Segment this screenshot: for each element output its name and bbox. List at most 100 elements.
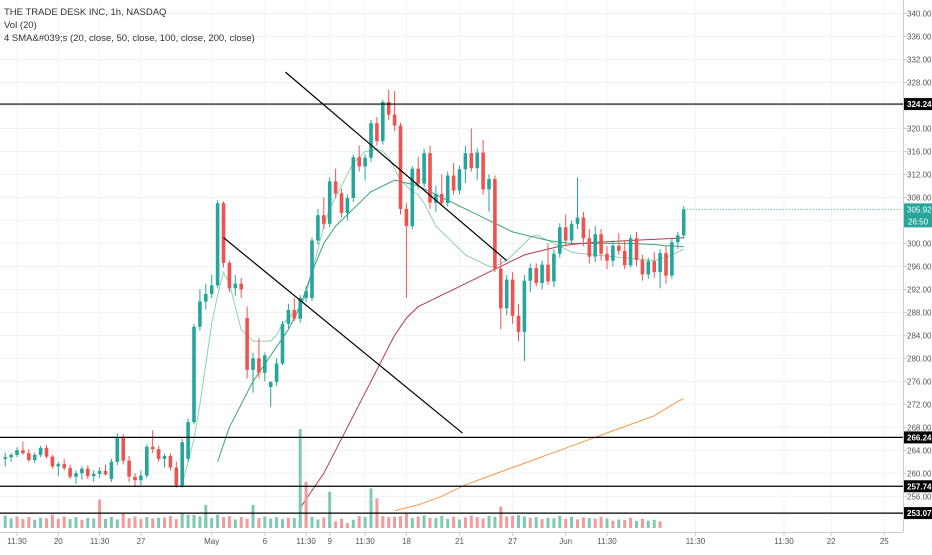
candle-52 (310, 237, 314, 301)
volume-bar-75 (446, 518, 450, 528)
candle-body-103 (611, 245, 615, 261)
candle-body-43 (257, 358, 261, 373)
candle-97 (575, 177, 580, 230)
candle-54 (322, 197, 326, 230)
trendline-0[interactable] (285, 71, 508, 262)
candle-103 (611, 240, 615, 267)
volume-bar-7 (45, 518, 48, 528)
volume-bar-71 (422, 515, 426, 528)
candle-body-9 (56, 464, 61, 467)
candle-body-16 (97, 470, 102, 474)
price-tick-label-0: 340.00 (907, 10, 932, 19)
volume-bar-76 (452, 516, 456, 528)
volume-bar-99 (587, 518, 591, 528)
price-tick-label-20: 260.00 (907, 469, 932, 478)
candle-body-104 (617, 245, 621, 251)
volume-spike-5 (328, 491, 332, 528)
candle-10 (62, 458, 66, 471)
candle-26 (156, 445, 161, 462)
candle-105 (622, 240, 627, 270)
candle-body-86 (510, 279, 515, 316)
candle-59 (351, 154, 356, 203)
volume-bar-44 (263, 516, 267, 528)
sma-indicator-label: 4 SMA&#039;s (20, close, 50, close, 100,… (4, 33, 255, 44)
candle-60 (357, 145, 361, 172)
chart-legend: THE TRADE DESK INC, 1h, NASDAQ Vol (20) … (4, 6, 255, 45)
candle-99 (587, 229, 592, 264)
candle-body-14 (86, 468, 90, 477)
time-tick-label-1: 20 (54, 537, 63, 546)
price-tick-label-19: 264.00 (907, 446, 932, 455)
candle-body-80 (475, 152, 479, 169)
volume-bar-95 (564, 518, 568, 528)
candle-body-107 (634, 238, 639, 261)
candle-72 (428, 145, 432, 209)
volume-bar-106 (629, 517, 633, 528)
candle-body-94 (558, 227, 562, 254)
price-tick-label-2: 332.00 (907, 55, 932, 64)
volume-bar-100 (593, 518, 597, 528)
candle-body-69 (410, 168, 415, 227)
candle-body-45 (268, 381, 273, 388)
candle-66 (392, 91, 397, 132)
candle-body-53 (316, 215, 320, 241)
price-tick-label-16: 276.00 (907, 377, 932, 386)
candle-17 (103, 464, 108, 476)
time-tick-label-9: 18 (402, 537, 411, 546)
candle-body-31 (186, 422, 190, 459)
volume-bar-17 (104, 518, 107, 528)
candle-109 (646, 257, 651, 280)
candle-body-49 (292, 310, 297, 319)
candle-18 (109, 458, 114, 482)
candle-69 (410, 165, 415, 230)
chart-title: THE TRADE DESK INC, 1h, NASDAQ (4, 7, 167, 18)
price-tick-label-10: 300.00 (907, 239, 932, 248)
candle-87 (516, 303, 521, 342)
volume-bar-18 (109, 516, 113, 528)
candle-body-17 (103, 470, 108, 475)
candle-body-28 (168, 456, 173, 468)
candle-13 (80, 466, 84, 480)
trendline-1[interactable] (223, 237, 463, 434)
candle-body-89 (528, 268, 533, 281)
volume-bar-58 (345, 523, 349, 528)
candle-body-1 (9, 454, 13, 458)
volume-bar-23 (139, 519, 143, 528)
volume-bar-2 (15, 516, 19, 528)
sma-line-1 (217, 179, 684, 462)
volume-bar-9 (56, 518, 60, 528)
volume-bar-40 (239, 516, 243, 528)
candle-44 (263, 352, 267, 382)
volume-bar-38 (227, 516, 231, 528)
time-tick-label-7: 9 (327, 537, 332, 546)
time-tick-label-14: 11:30 (686, 537, 706, 546)
candle-82 (487, 174, 491, 212)
candle-9 (56, 461, 61, 477)
candle-body-100 (593, 234, 597, 257)
candle-88 (522, 274, 527, 362)
time-tick-label-17: 25 (880, 537, 889, 546)
candle-71 (422, 148, 426, 188)
time-tick-label-4: May (204, 537, 219, 546)
volume-bar-39 (233, 519, 237, 528)
candle-body-50 (298, 297, 302, 319)
volume-bar-54 (322, 517, 326, 528)
volume-bar-82 (487, 515, 491, 528)
volume-bar-33 (198, 516, 202, 528)
volume-bar-66 (393, 516, 397, 528)
candle-104 (617, 233, 621, 255)
candle-body-15 (91, 473, 96, 477)
candle-body-70 (416, 168, 420, 184)
candle-25 (150, 430, 155, 454)
candle-body-12 (74, 473, 78, 477)
candle-body-79 (469, 153, 474, 169)
volume-spike-2 (251, 504, 255, 528)
candle-body-25 (150, 446, 155, 450)
candle-body-4 (27, 453, 31, 461)
price-tick-label-6: 316.00 (907, 147, 932, 156)
time-tick-label-10: 21 (455, 537, 464, 546)
candle-32 (192, 323, 196, 425)
volume-bar-12 (74, 517, 78, 528)
